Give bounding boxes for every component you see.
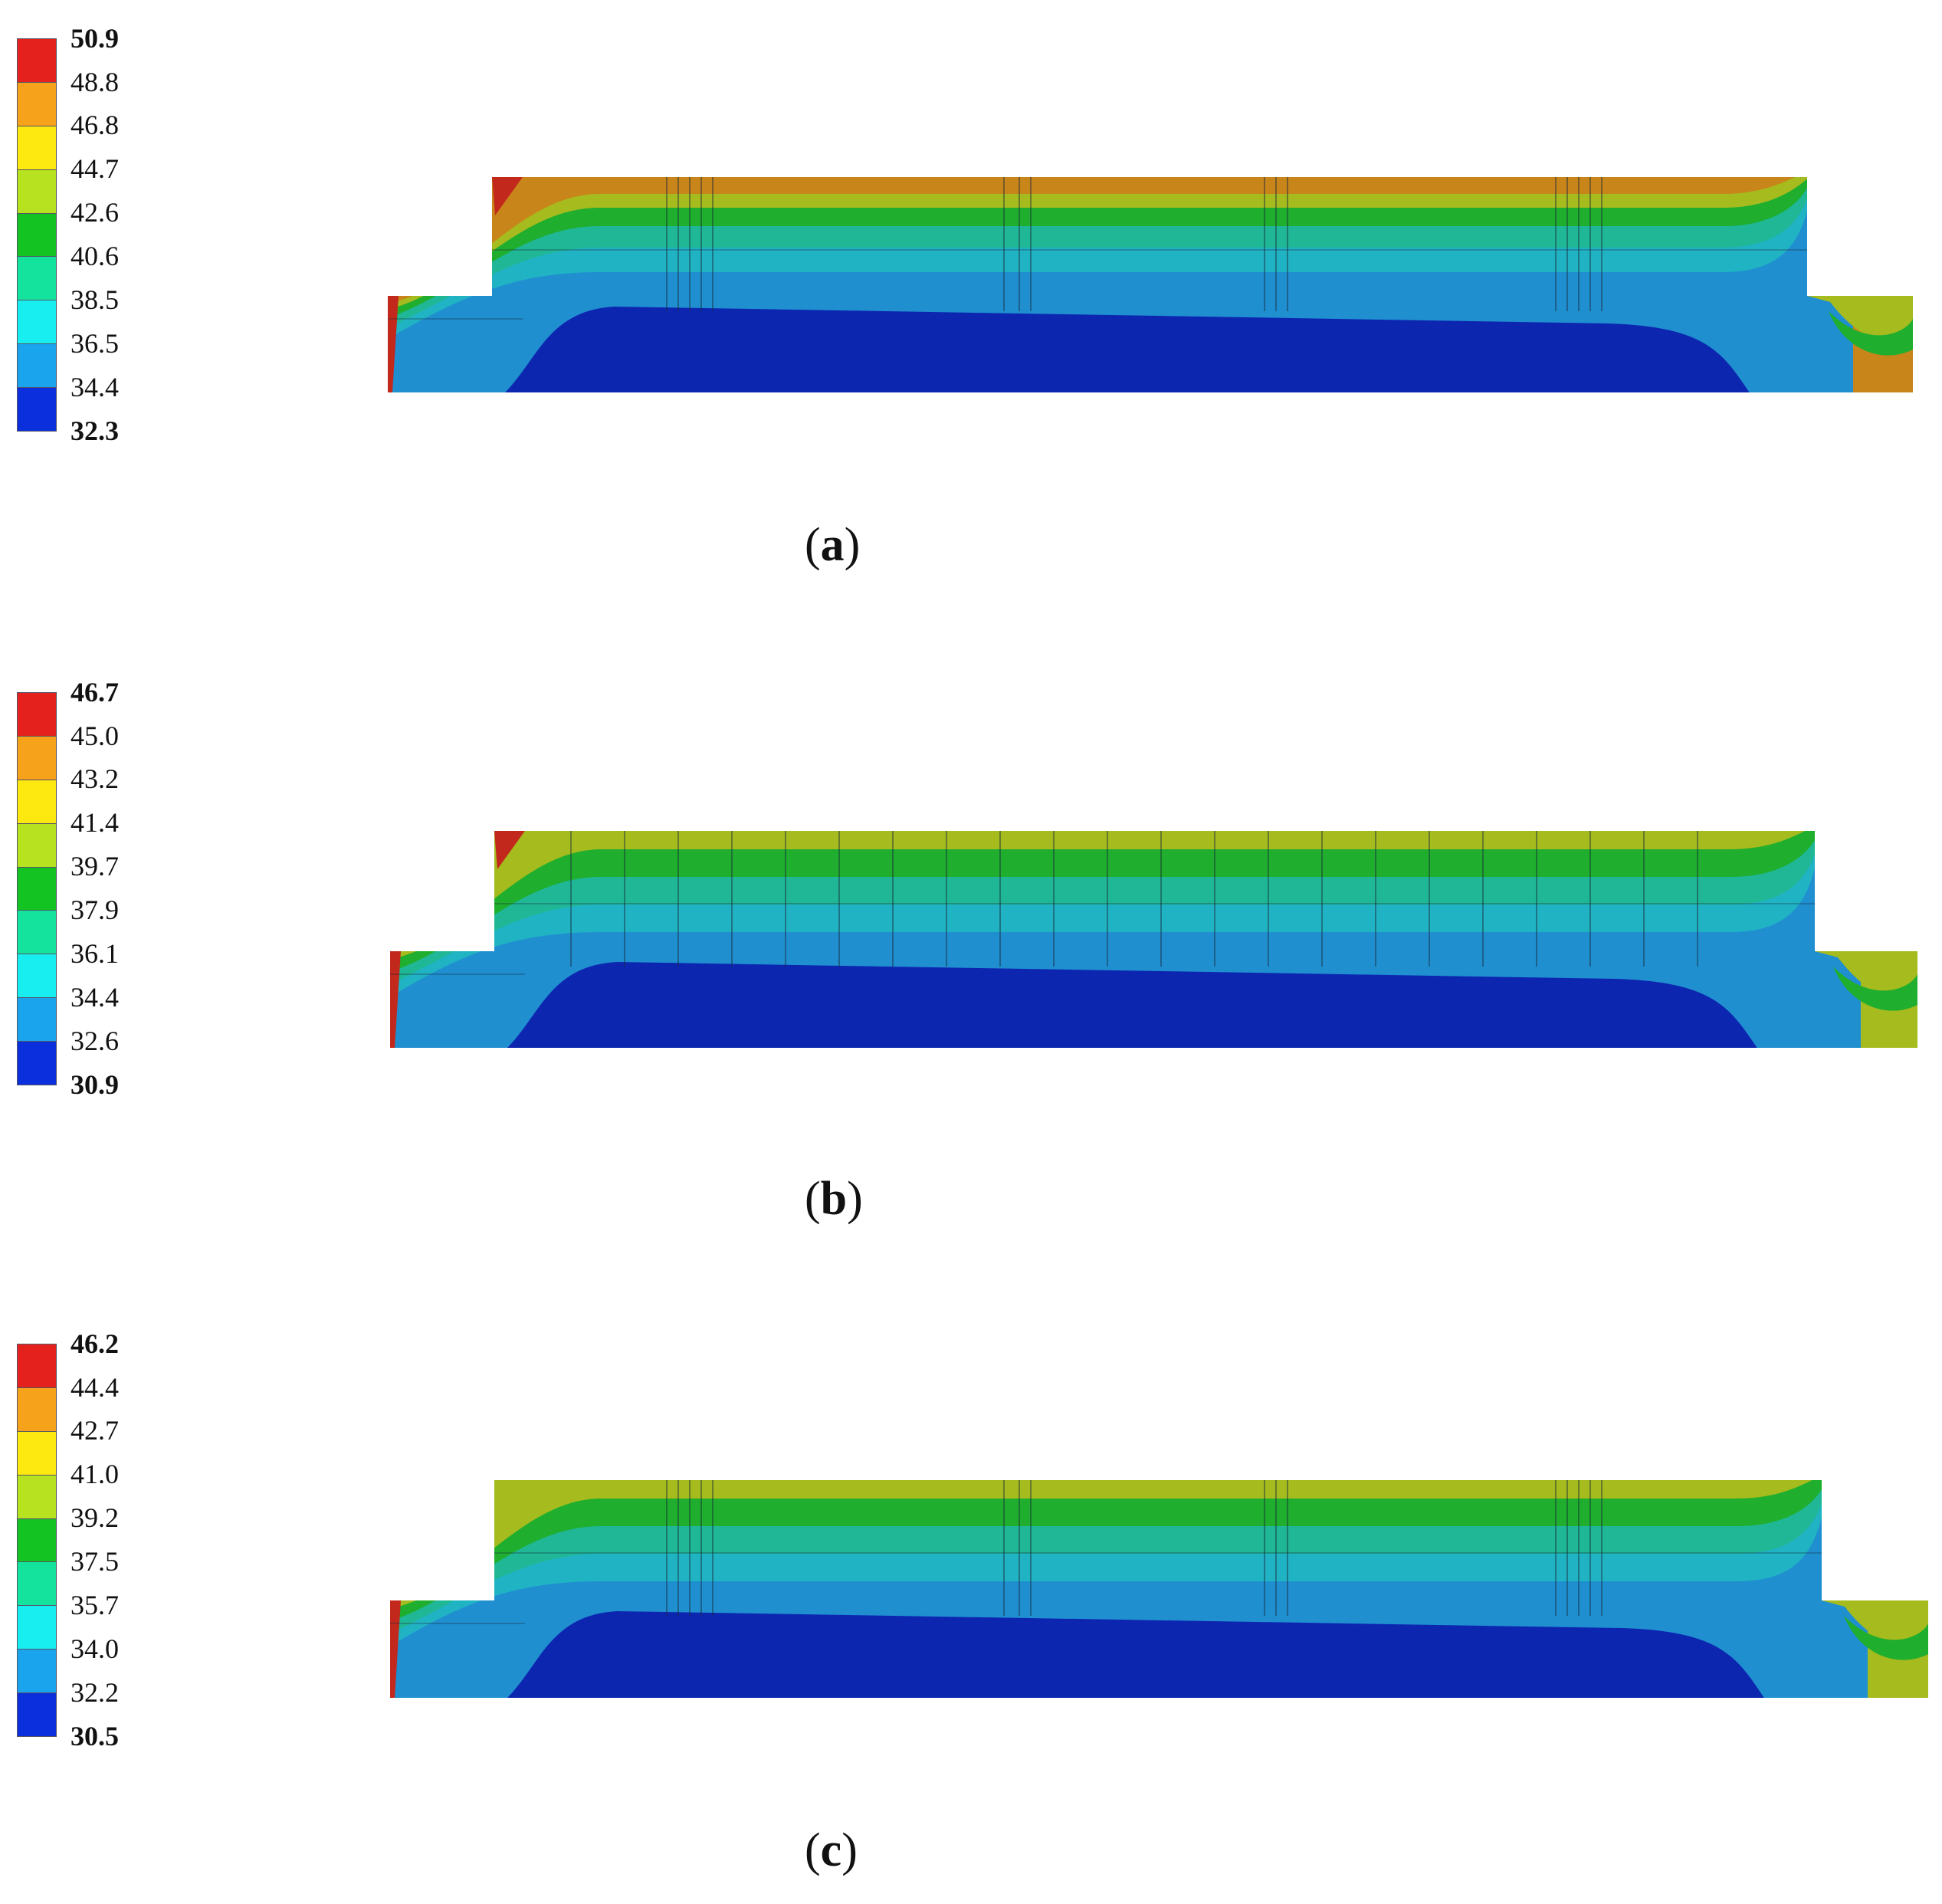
legend-tick: 42.7 — [71, 1415, 119, 1446]
legend-tick: 39.2 — [71, 1502, 119, 1533]
panel-c: 46.2 44.4 42.7 41.0 39.2 37.5 35.7 34.0 … — [0, 1305, 1942, 1888]
legend-tick: 46.2 — [71, 1328, 119, 1359]
colorbar-swatch — [17, 300, 57, 345]
colorbar-swatch — [17, 997, 57, 1042]
legend-tick: 37.9 — [71, 895, 119, 925]
temperature-contour-a — [388, 177, 1913, 392]
legend-tick: 37.5 — [71, 1546, 119, 1577]
caption-b: (b) — [805, 1173, 863, 1225]
legend-tick: 34.4 — [71, 982, 119, 1013]
flange-pocket — [1822, 1600, 1928, 1644]
panel-a: 50.9 48.8 46.8 44.7 42.6 40.6 38.5 36.5 … — [0, 0, 1942, 583]
legend-tick: 46.7 — [71, 677, 119, 707]
legend-tick: 44.4 — [71, 1372, 119, 1403]
hot-edge — [494, 831, 525, 869]
hot-edge — [390, 951, 401, 1048]
legend-tick: 32.2 — [71, 1677, 119, 1708]
legend-tick: 42.6 — [71, 197, 119, 228]
legend-tick: 48.8 — [71, 67, 119, 97]
legend-tick: 30.5 — [71, 1721, 119, 1751]
cool-core — [504, 962, 1760, 1048]
colorbar-swatch — [17, 1561, 57, 1607]
legend-tick: 36.5 — [71, 328, 119, 359]
cool-core — [501, 307, 1752, 392]
colorbar-swatch — [17, 1605, 57, 1650]
colorbar-swatch — [17, 1692, 57, 1737]
legend-tick: 34.0 — [71, 1633, 119, 1664]
panel-b: 46.7 45.0 43.2 41.4 39.7 37.9 36.1 34.4 … — [0, 654, 1942, 1236]
colorbar-swatch — [17, 1518, 57, 1563]
colorbar-swatch — [17, 256, 57, 301]
colorbar-swatch — [17, 169, 57, 214]
caption-c: (c) — [805, 1824, 858, 1876]
hot-edge — [390, 1600, 401, 1698]
legend-tick: 32.3 — [71, 415, 119, 446]
flange-pocket — [1829, 311, 1913, 356]
colorbar-swatch — [17, 866, 57, 911]
colorbar-swatch — [17, 1474, 57, 1519]
colorbar-swatch — [17, 1649, 57, 1694]
colorbar-swatch — [17, 387, 57, 432]
flange-pocket — [1815, 951, 1917, 995]
legend-tick: 39.7 — [71, 851, 119, 881]
cool-core — [504, 1611, 1766, 1698]
flange-pocket — [1833, 967, 1917, 1011]
legend-tick: 41.4 — [71, 807, 119, 838]
legend-tick: 36.1 — [71, 938, 119, 969]
temperature-contour-c — [390, 1480, 1928, 1698]
colorbar-b — [17, 692, 57, 1085]
legend-tick: 43.2 — [71, 763, 119, 794]
legend-tick: 50.9 — [71, 23, 119, 54]
colorbar-swatch — [17, 779, 57, 824]
caption-a: (a) — [805, 519, 861, 571]
field-layers — [390, 1480, 1928, 1698]
legend-tick: 40.6 — [71, 241, 119, 271]
colorbar-swatch — [17, 1041, 57, 1085]
hot-edge — [492, 177, 523, 215]
field-layers — [388, 177, 1913, 392]
colorbar-swatch — [17, 910, 57, 955]
legend-tick: 32.6 — [71, 1026, 119, 1056]
legend-tick: 44.7 — [71, 153, 119, 184]
legend-tick: 35.7 — [71, 1590, 119, 1620]
colorbar-swatch — [17, 38, 57, 83]
legend-tick: 34.4 — [71, 372, 119, 402]
field-layers — [390, 831, 1917, 1048]
colorbar-swatch — [17, 692, 57, 737]
legend-tick: 45.0 — [71, 721, 119, 751]
colorbar-c — [17, 1344, 57, 1737]
legend-tick: 38.5 — [71, 284, 119, 315]
flange-pocket — [1807, 296, 1913, 340]
hot-edge — [388, 296, 399, 392]
colorbar-a — [17, 38, 57, 432]
flange-pocket — [1844, 1616, 1928, 1660]
colorbar-swatch — [17, 212, 57, 258]
legend-tick: 30.9 — [71, 1069, 119, 1100]
colorbar-swatch — [17, 343, 57, 389]
colorbar-swatch — [17, 81, 57, 126]
legend-tick: 46.8 — [71, 110, 119, 140]
temperature-contour-b — [390, 831, 1917, 1048]
legend-tick: 41.0 — [71, 1459, 119, 1489]
